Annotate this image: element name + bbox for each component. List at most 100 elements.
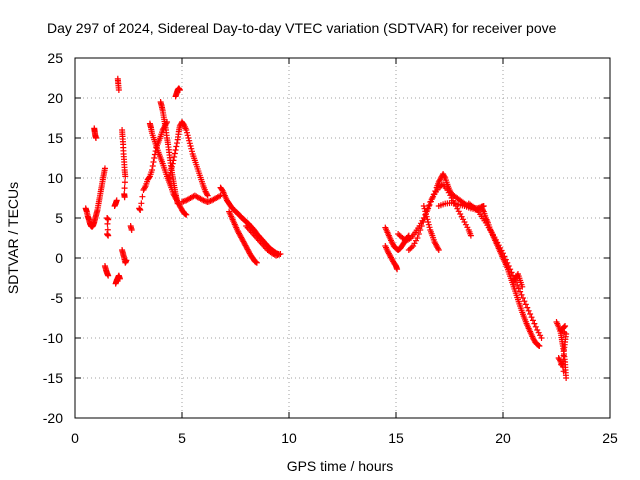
- data-point: [183, 129, 190, 136]
- data-point: [105, 216, 112, 223]
- data-point: [422, 211, 429, 217]
- plot-frame: [74, 57, 611, 419]
- data-point: [562, 323, 569, 329]
- y-tick-label: 15: [47, 130, 63, 146]
- y-tick-label: -10: [43, 330, 63, 346]
- data-point: [521, 298, 528, 305]
- data-point: [101, 165, 108, 172]
- data-point: [517, 288, 524, 295]
- x-tick-label: 0: [71, 430, 79, 446]
- data-point: [425, 219, 432, 225]
- data-point: [174, 200, 181, 207]
- data-point: [253, 259, 260, 266]
- grid: [75, 58, 610, 418]
- x-tick-label: 25: [602, 430, 618, 446]
- data-point: [519, 283, 526, 290]
- data-point: [519, 295, 526, 301]
- data-point: [426, 224, 433, 231]
- data-point: [426, 201, 433, 208]
- data-point: [467, 232, 474, 239]
- y-tick-label: 20: [47, 90, 63, 106]
- data-point: [149, 167, 156, 173]
- data-point: [150, 159, 157, 165]
- data-point: [501, 253, 508, 260]
- data-point: [167, 169, 174, 176]
- data-point: [435, 245, 442, 252]
- y-tick-label: 5: [55, 210, 63, 226]
- y-tick-label: 10: [47, 170, 63, 186]
- axis-ticks: 0 5 10 15 20 25 -20 -15 -10 -5 0 5 10 15 20 25: [43, 50, 618, 446]
- data-point: [518, 291, 525, 298]
- y-tick-label: -20: [43, 410, 63, 426]
- data-point: [128, 227, 135, 233]
- data-point: [174, 140, 181, 147]
- data-point: [186, 137, 193, 144]
- data-point: [137, 207, 144, 213]
- data-point: [168, 167, 175, 173]
- data-point: [146, 174, 153, 181]
- data-point: [92, 135, 99, 141]
- data-point: [559, 363, 566, 370]
- data-point: [116, 275, 123, 282]
- data-point: [561, 323, 568, 330]
- data-point: [480, 207, 487, 214]
- data-point: [183, 211, 190, 218]
- series-sat-h: [157, 99, 181, 207]
- series-sat-u: [510, 271, 526, 290]
- data-point: [121, 194, 128, 201]
- x-tick-label: 5: [178, 430, 186, 446]
- data-point: [425, 221, 432, 228]
- x-axis-label: GPS time / hours: [287, 458, 394, 474]
- data-point: [151, 155, 158, 161]
- series-sat-m: [243, 223, 284, 259]
- data-point: [277, 251, 284, 257]
- data-point: [532, 323, 539, 330]
- data-point: [166, 175, 173, 181]
- data-point: [420, 203, 427, 209]
- x-tick-label: 10: [281, 430, 297, 446]
- data-point: [507, 266, 514, 273]
- data-point: [104, 226, 111, 233]
- data-point: [563, 375, 570, 381]
- data-point: [171, 150, 178, 157]
- series-sat-e: [119, 127, 130, 266]
- data-point: [421, 205, 428, 212]
- data-point: [121, 185, 128, 192]
- data-point: [525, 307, 532, 314]
- data-point: [138, 200, 145, 207]
- data-point: [522, 301, 529, 308]
- y-tick-label: 25: [47, 50, 63, 66]
- y-tick-label: -5: [51, 290, 64, 306]
- data-point: [139, 193, 146, 200]
- data-point: [422, 208, 429, 215]
- data-point: [113, 197, 120, 204]
- series-sat-r: [420, 203, 442, 253]
- data-point: [502, 256, 509, 263]
- data-point: [184, 132, 191, 139]
- series-sat-b: [91, 125, 99, 141]
- data-point: [105, 272, 112, 279]
- data-point: [170, 157, 177, 164]
- data-point: [172, 147, 179, 153]
- series-sat-t: [465, 200, 545, 341]
- data-point: [504, 259, 511, 266]
- data-point: [203, 191, 210, 198]
- data-point: [529, 317, 536, 324]
- chart-title: Day 297 of 2024, Sidereal Day-to-day VTE…: [47, 20, 557, 36]
- data-point: [531, 320, 538, 327]
- x-tick-label: 15: [388, 430, 404, 446]
- data-point: [204, 192, 211, 199]
- data-point: [187, 143, 194, 149]
- data-point: [435, 247, 442, 253]
- data-points: [82, 75, 570, 381]
- data-point: [423, 213, 430, 220]
- data-point: [417, 227, 424, 233]
- data-point: [188, 148, 195, 155]
- data-point: [394, 266, 401, 273]
- data-point: [414, 235, 421, 241]
- data-point: [536, 343, 543, 349]
- series-sat-d: [111, 75, 123, 287]
- data-point: [188, 145, 195, 152]
- series-sat-i: [166, 119, 211, 199]
